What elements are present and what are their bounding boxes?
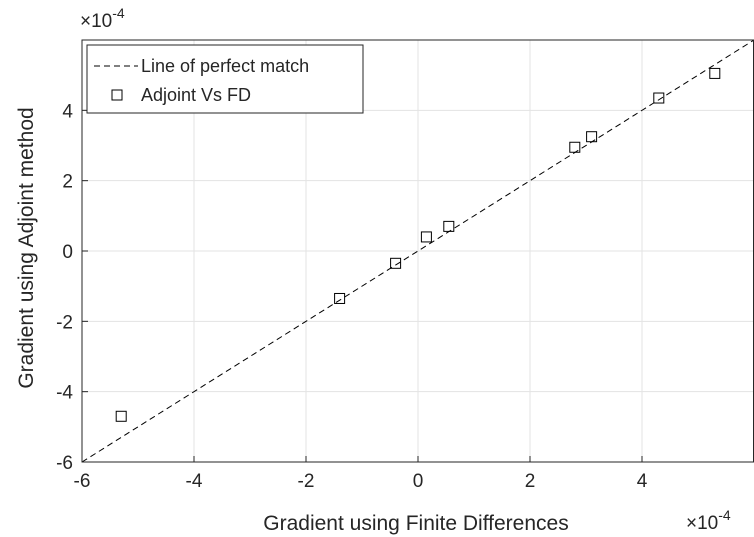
y-axis-label: Gradient using Adjoint method [15, 107, 38, 388]
legend-label-adjoint-vs-fd: Adjoint Vs FD [141, 85, 251, 105]
svg-text:×10-4: ×10-4 [80, 5, 125, 32]
y-exponent-base: ×10 [80, 11, 112, 32]
y-tick-label: -6 [56, 453, 73, 474]
legend-label-perfect-match: Line of perfect match [141, 56, 309, 76]
data-point-marker [420, 231, 432, 243]
x-tick-label: -6 [74, 471, 91, 492]
y-tick-label: -2 [56, 312, 73, 333]
perfect-match-line [81, 39, 754, 463]
x-exponent: ×10-4 [686, 507, 731, 534]
y-exponent-power: -4 [112, 5, 125, 21]
y-tick-label: 4 [62, 101, 73, 122]
y-tick-labels: -6 -4 -2 0 2 4 [56, 101, 88, 474]
svg-text:×10-4: ×10-4 [686, 507, 731, 534]
x-exponent-power: -4 [718, 507, 731, 523]
x-tick-label: 2 [525, 471, 536, 492]
x-tick-label: -4 [186, 471, 203, 492]
y-tick-label: -4 [56, 383, 73, 404]
legend: Line of perfect match Adjoint Vs FD [86, 44, 364, 114]
data-point-marker [390, 257, 402, 269]
legend-square-marker-icon [111, 89, 123, 101]
data-point-marker [334, 292, 346, 304]
x-tick-label: -2 [298, 471, 315, 492]
data-point-marker [569, 141, 581, 153]
data-point-marker [586, 131, 598, 143]
x-tick-label: 0 [413, 471, 424, 492]
data-point-marker [443, 220, 455, 232]
y-exponent: ×10-4 [80, 5, 125, 32]
perfect-match-line-layer [81, 39, 754, 463]
x-tick-label: 4 [637, 471, 648, 492]
data-point-marker [115, 410, 127, 422]
x-tick-labels: -6 -4 -2 0 2 4 [74, 456, 648, 492]
data-point-marker [653, 92, 665, 104]
y-tick-label: 0 [62, 242, 73, 263]
x-axis-label: Gradient using Finite Differences [263, 512, 568, 535]
markers-layer [115, 67, 721, 422]
data-point-marker [709, 67, 721, 79]
y-tick-label: 2 [62, 172, 73, 193]
legend-box [86, 44, 364, 114]
x-exponent-base: ×10 [686, 513, 718, 534]
